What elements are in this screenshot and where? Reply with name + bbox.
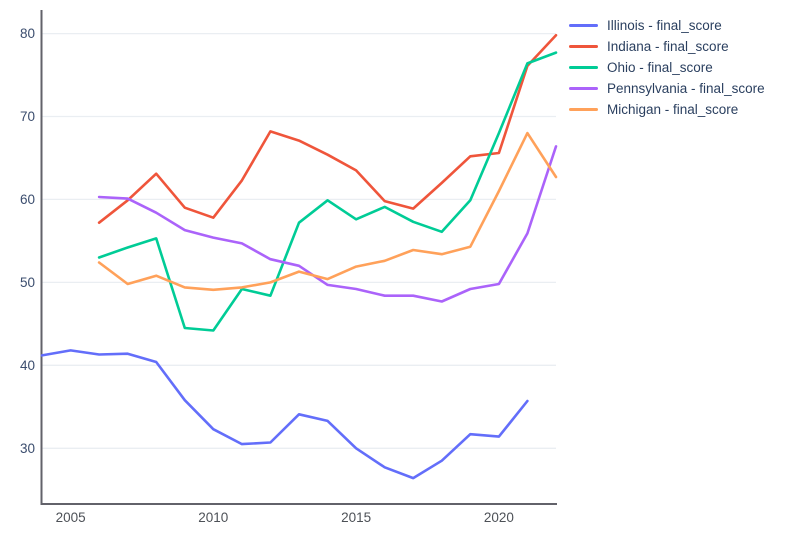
y-tick-label-60: 60 (20, 192, 35, 207)
x-tick-label-2020: 2020 (484, 510, 514, 525)
legend-item-indiana[interactable]: Indiana - final_score (569, 36, 765, 57)
legend-item-ohio[interactable]: Ohio - final_score (569, 57, 765, 78)
y-tick-label-80: 80 (20, 26, 35, 41)
series-line-pennsylvania (97, 145, 558, 303)
series-line-indiana (97, 33, 558, 224)
y-tick-label-40: 40 (20, 358, 35, 373)
y-tick-label-30: 30 (20, 441, 35, 456)
legend-swatch-indiana (569, 45, 598, 48)
legend-item-illinois[interactable]: Illinois - final_score (569, 15, 765, 36)
legend-label: Illinois - final_score (607, 18, 722, 33)
legend: Illinois - final_score Indiana - final_sc… (569, 15, 765, 120)
series-line-michigan (97, 131, 558, 292)
legend-label: Pennsylvania - final_score (607, 81, 765, 96)
legend-label: Indiana - final_score (607, 39, 729, 54)
x-tick-label-2005: 2005 (56, 510, 86, 525)
legend-swatch-ohio (569, 66, 598, 69)
x-tick-label-2010: 2010 (198, 510, 228, 525)
y-tick-label-50: 50 (20, 275, 35, 290)
legend-item-michigan[interactable]: Michigan - final_score (569, 99, 765, 120)
y-tick-label-70: 70 (20, 109, 35, 124)
legend-swatch-pennsylvania (569, 87, 598, 90)
series-line-illinois (40, 349, 529, 480)
legend-label: Ohio - final_score (607, 60, 713, 75)
legend-swatch-illinois (569, 24, 598, 27)
legend-swatch-michigan (569, 108, 598, 111)
series-line-ohio (97, 51, 558, 332)
x-tick-label-2015: 2015 (341, 510, 371, 525)
legend-label: Michigan - final_score (607, 102, 739, 117)
legend-item-pennsylvania[interactable]: Pennsylvania - final_score (569, 78, 765, 99)
